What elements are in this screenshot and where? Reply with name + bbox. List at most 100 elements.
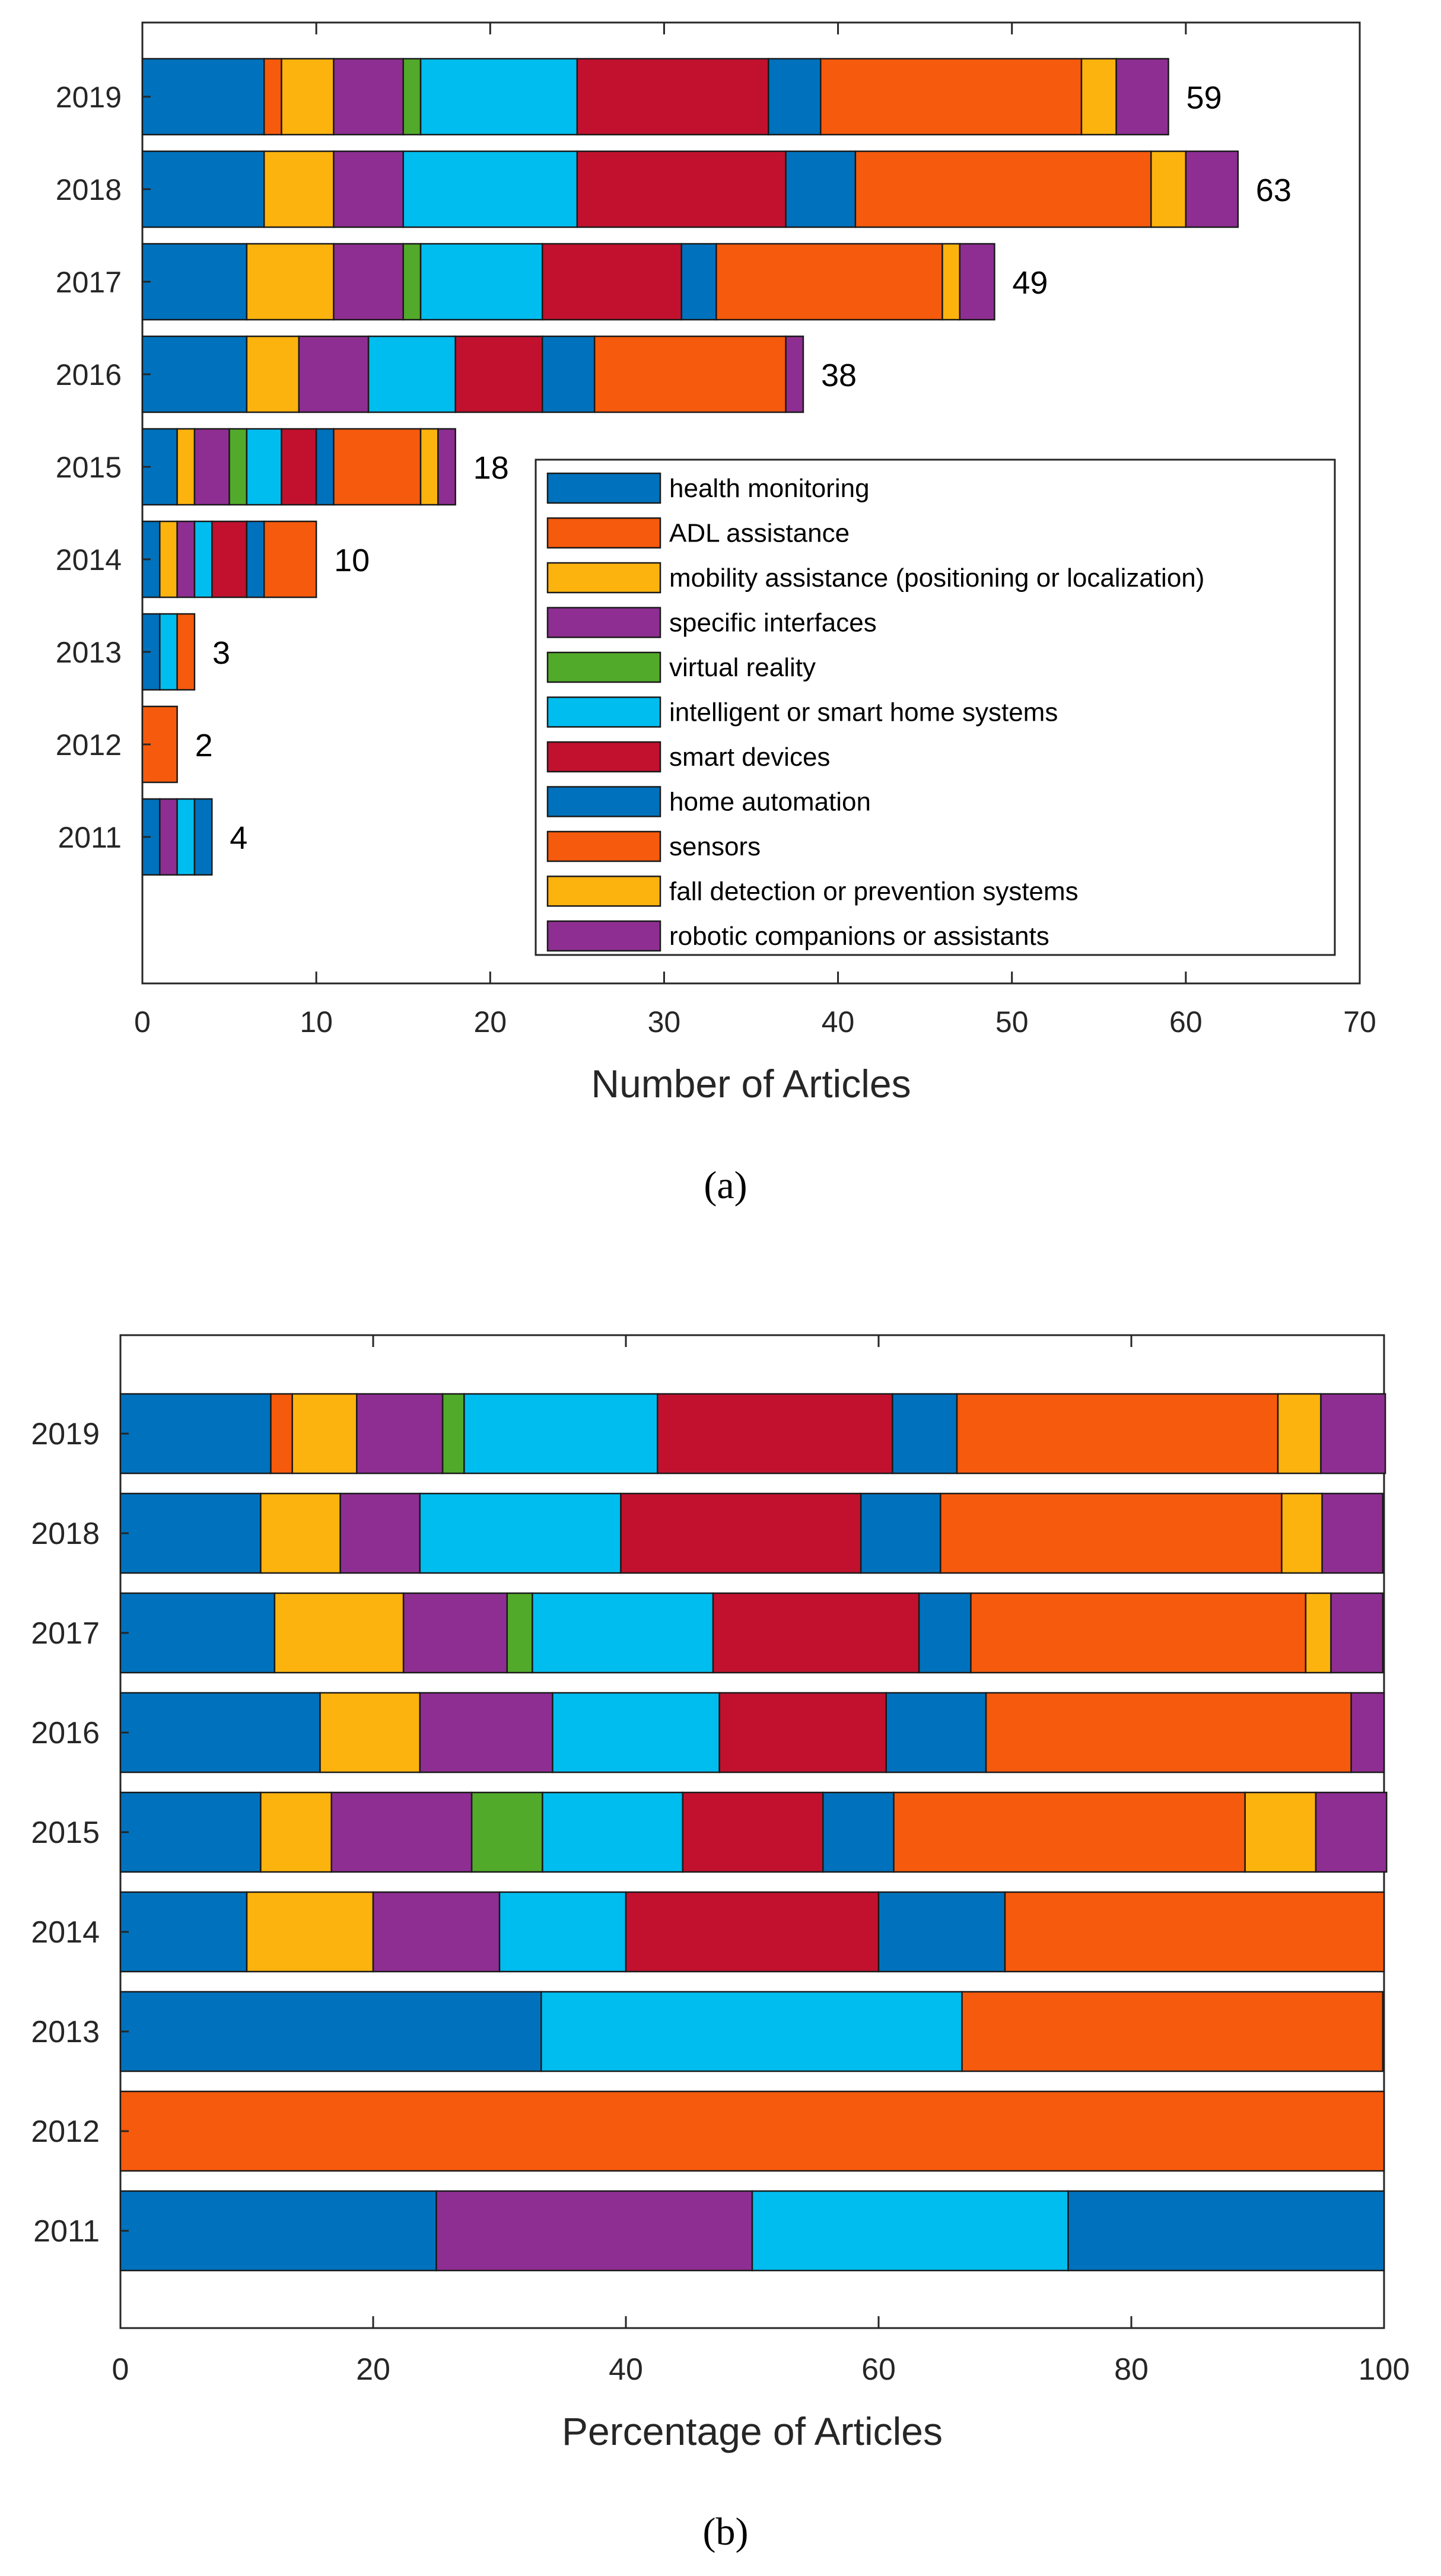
bar-segment-2019-intelligent-or-smart-home-systems <box>463 1393 659 1475</box>
bar-segment-2011-home-automation <box>193 798 213 876</box>
bar-segment-2016-sensors <box>593 335 787 413</box>
bar-segment-2019-specific-interfaces <box>356 1393 444 1475</box>
bar-segment-2013-intelligent-or-smart-home-systems <box>159 613 178 691</box>
panel-b-y-tick-labels: 2019 2018 2017 2016 2015 2014 2013 2012 2011 <box>31 1417 129 2249</box>
bar-segment-2014-sensors <box>263 520 317 598</box>
bar-segment-2015-smart-devices <box>682 1791 824 1873</box>
bar-segment-2015-mobility-assistance-positioning-or-localization <box>176 428 196 506</box>
legend-box <box>535 458 1336 956</box>
bar-segment-2011-specific-interfaces <box>435 2190 753 2272</box>
legend-label-specific-interfaces: specific interfaces <box>669 609 877 638</box>
legend-swatch-home-automation <box>546 786 661 817</box>
total-label-2018: 63 <box>1256 173 1292 208</box>
bar-segment-2013-health-monitoring <box>119 1991 542 2072</box>
bar-segment-2011-specific-interfaces <box>159 798 178 876</box>
panel-a-legend: health monitoring ADL assistance mobility … <box>535 458 1336 956</box>
bar-segment-2018-health-monitoring <box>141 150 265 228</box>
legend-swatch-specific-interfaces <box>546 607 661 638</box>
bar-segment-2017-mobility-assistance-positioning-or-localization <box>246 243 335 321</box>
bar-segment-2016-smart-devices <box>454 335 543 413</box>
bar-segment-2015-smart-devices <box>281 428 317 506</box>
y-tick-label-2013: 2013 <box>31 2015 100 2049</box>
bar-segment-2015-intelligent-or-smart-home-systems <box>542 1791 684 1873</box>
bar-segment-2019-health-monitoring <box>119 1393 272 1475</box>
bar-segment-2016-home-automation <box>885 1692 987 1773</box>
panel-a-total-labels: 59 63 49 38 18 10 3 2 4 <box>195 80 1292 856</box>
y-tick-label-2017: 2017 <box>31 1616 100 1651</box>
bar-segment-2018-fall-detection-or-prevention-systems <box>1150 150 1187 228</box>
bar-segment-2014-smart-devices <box>625 1891 880 1973</box>
bar-segment-2014-mobility-assistance-positioning-or-localization <box>159 520 178 598</box>
bar-segment-2016-home-automation <box>541 335 596 413</box>
bar-segment-2018-fall-detection-or-prevention-systems <box>1281 1492 1323 1574</box>
bar-segment-2018-intelligent-or-smart-home-systems <box>402 150 578 228</box>
total-label-2012: 2 <box>195 728 213 763</box>
bar-segment-2011-home-automation <box>1067 2190 1385 2272</box>
bar-segment-2015-home-automation <box>315 428 335 506</box>
bar-segment-2013-intelligent-or-smart-home-systems <box>540 1991 963 2072</box>
bar-segment-2017-fall-detection-or-prevention-systems <box>941 243 961 321</box>
total-label-2016: 38 <box>821 358 857 393</box>
bar-segment-2014-specific-interfaces <box>176 520 196 598</box>
panel-b-x-ticks: 0 20 40 60 80 100 <box>112 1335 1410 2387</box>
bar-segment-2016-intelligent-or-smart-home-systems <box>552 1692 720 1773</box>
bar-segment-2017-home-automation <box>918 1592 972 1674</box>
bar-segment-2019-adl-assistance <box>270 1393 293 1475</box>
x-tick-label-0: 0 <box>112 2352 129 2387</box>
bar-segment-2015-robotic-companions-or-assistants <box>1315 1791 1388 1873</box>
y-tick-label-2015: 2015 <box>31 1816 100 1850</box>
legend-swatch-sensors <box>546 830 661 862</box>
bar-segment-2019-health-monitoring <box>141 58 265 136</box>
x-tick-label-40: 40 <box>609 2352 643 2387</box>
bar-segment-2017-virtual-reality <box>506 1592 533 1674</box>
legend-swatch-intelligent-or-smart-home-systems <box>546 696 661 728</box>
panel-a-bars <box>141 58 1239 876</box>
y-tick-label-2018: 2018 <box>31 1517 100 1551</box>
bar-segment-2016-intelligent-or-smart-home-systems <box>367 335 456 413</box>
bar-segment-2019-specific-interfaces <box>333 58 404 136</box>
bar-segment-2015-virtual-reality <box>228 428 248 506</box>
bar-segment-2019-robotic-companions-or-assistants <box>1115 58 1169 136</box>
legend-swatch-mobility-assistance-positioning-or-localization <box>546 562 661 594</box>
bar-segment-2019-mobility-assistance-positioning-or-localization <box>281 58 335 136</box>
bar-segment-2017-robotic-companions-or-assistants <box>1330 1592 1384 1674</box>
y-tick-label-2019: 2019 <box>31 1417 100 1451</box>
bar-segment-2017-mobility-assistance-positioning-or-localization <box>273 1592 405 1674</box>
bar-segment-2015-fall-detection-or-prevention-systems <box>1244 1791 1317 1873</box>
bar-segment-2011-intelligent-or-smart-home-systems <box>176 798 196 876</box>
bar-segment-2013-sensors <box>176 613 196 691</box>
bar-segment-2014-smart-devices <box>211 520 248 598</box>
bar-segment-2015-home-automation <box>822 1791 895 1873</box>
y-tick-label-2011: 2011 <box>58 821 122 854</box>
x-tick-label-60: 60 <box>1169 1005 1203 1039</box>
bar-segment-2019-virtual-reality <box>402 58 422 136</box>
bar-segment-2016-specific-interfaces <box>298 335 370 413</box>
y-tick-label-2013: 2013 <box>56 636 122 669</box>
bar-segment-2015-sensors <box>893 1791 1246 1873</box>
panel-b: 2019 2018 2017 2016 2015 2014 2013 2012 2011 0 20… <box>31 1334 1410 2553</box>
panel-a-x-axis-label: Number of Articles <box>591 1062 911 1106</box>
x-tick-label-0: 0 <box>134 1005 151 1039</box>
legend-label-virtual-reality: virtual reality <box>669 653 816 682</box>
total-label-2013: 3 <box>212 635 230 671</box>
bar-segment-2017-smart-devices <box>541 243 682 321</box>
bar-segment-2017-intelligent-or-smart-home-systems <box>532 1592 714 1674</box>
bar-segment-2016-robotic-companions-or-assistants <box>785 335 804 413</box>
legend-label-intelligent-or-smart-home-systems: intelligent or smart home systems <box>669 698 1058 727</box>
bar-segment-2018-specific-interfaces <box>333 150 404 228</box>
bar-segment-2015-specific-interfaces <box>193 428 230 506</box>
bar-segment-2016-sensors <box>985 1692 1352 1773</box>
bar-segment-2019-sensors <box>956 1393 1279 1475</box>
panel-b-caption: (b) <box>703 2510 749 2553</box>
bar-segment-2017-virtual-reality <box>402 243 422 321</box>
bar-segment-2018-robotic-companions-or-assistants <box>1321 1492 1384 1574</box>
y-tick-label-2015: 2015 <box>56 451 122 484</box>
bar-segment-2016-health-monitoring <box>141 335 248 413</box>
y-tick-label-2014: 2014 <box>56 543 122 577</box>
x-tick-label-10: 10 <box>300 1005 333 1039</box>
bar-segment-2019-mobility-assistance-positioning-or-localization <box>291 1393 358 1475</box>
bar-segment-2017-home-automation <box>680 243 717 321</box>
bar-segment-2014-intelligent-or-smart-home-systems <box>193 520 213 598</box>
total-label-2019: 59 <box>1186 80 1222 116</box>
